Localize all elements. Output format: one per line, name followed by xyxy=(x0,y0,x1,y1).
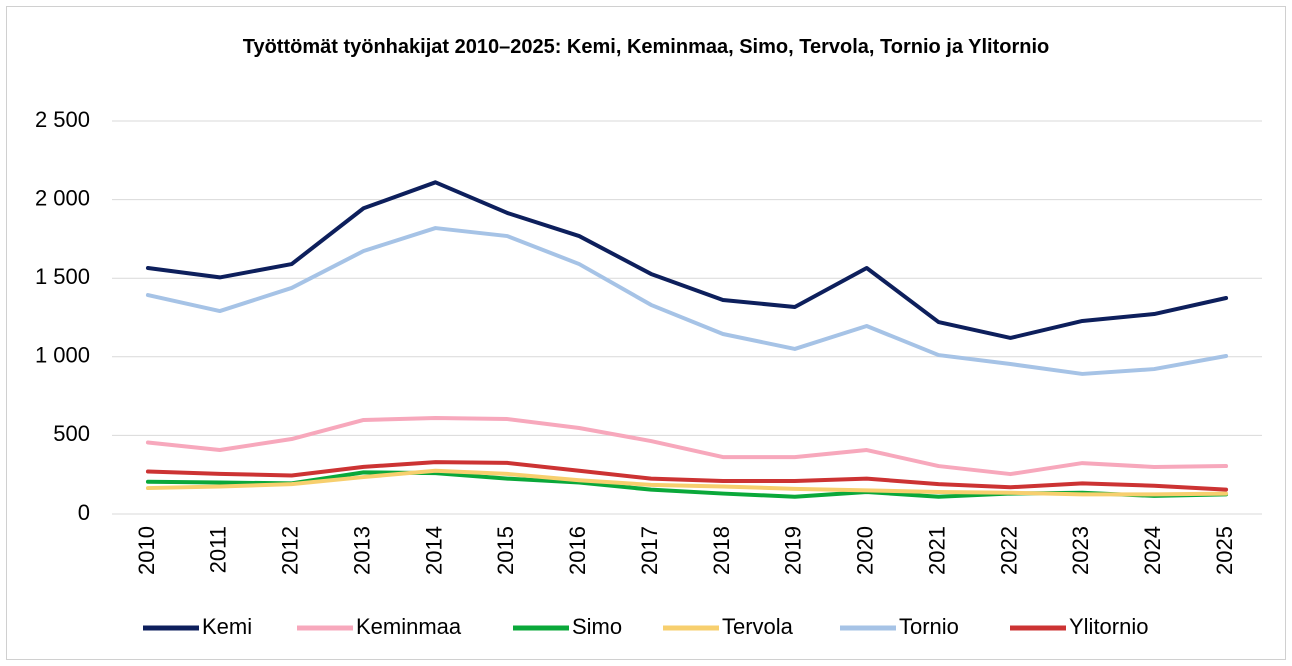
series-line xyxy=(145,226,1229,376)
y-tick-label: 2 000 xyxy=(35,185,90,210)
legend-label: Tervola xyxy=(722,614,794,639)
series-line xyxy=(145,180,1229,340)
x-tick-label: 2018 xyxy=(709,526,734,575)
y-tick-label: 500 xyxy=(53,421,90,446)
x-tick-label: 2013 xyxy=(349,526,374,575)
legend-label: Simo xyxy=(572,614,622,639)
x-tick-label: 2014 xyxy=(421,526,446,575)
x-tick-label: 2019 xyxy=(781,526,806,575)
chart-frame xyxy=(6,6,1286,660)
chart-title: Työttömät työnhakijat 2010–2025: Kemi, K… xyxy=(242,36,1050,58)
y-tick-label: 2 500 xyxy=(35,107,90,132)
legend-label: Keminmaa xyxy=(356,614,462,639)
x-tick-label: 2022 xyxy=(996,526,1021,575)
x-tick-label: 2010 xyxy=(134,526,159,575)
series-line xyxy=(145,460,1229,492)
series-line xyxy=(145,468,1229,497)
y-tick-label: 1 500 xyxy=(35,264,90,289)
x-tick-label: 2024 xyxy=(1140,526,1165,575)
x-tick-label: 2012 xyxy=(278,526,303,575)
x-tick-label: 2015 xyxy=(493,526,518,575)
x-tick-label: 2025 xyxy=(1212,526,1237,575)
x-tick-label: 2016 xyxy=(565,526,590,575)
legend-label: Kemi xyxy=(202,614,252,639)
y-tick-label: 1 000 xyxy=(35,343,90,368)
series-line xyxy=(145,415,1229,477)
x-tick-label: 2023 xyxy=(1068,526,1093,575)
x-tick-label: 2021 xyxy=(924,526,949,575)
x-tick-label: 2020 xyxy=(853,526,878,575)
legend-label: Ylitornio xyxy=(1069,614,1148,639)
x-tick-label: 2011 xyxy=(206,526,231,573)
y-tick-label: 0 xyxy=(78,500,90,525)
x-tick-label: 2017 xyxy=(637,526,662,575)
legend-label: Tornio xyxy=(899,614,959,639)
